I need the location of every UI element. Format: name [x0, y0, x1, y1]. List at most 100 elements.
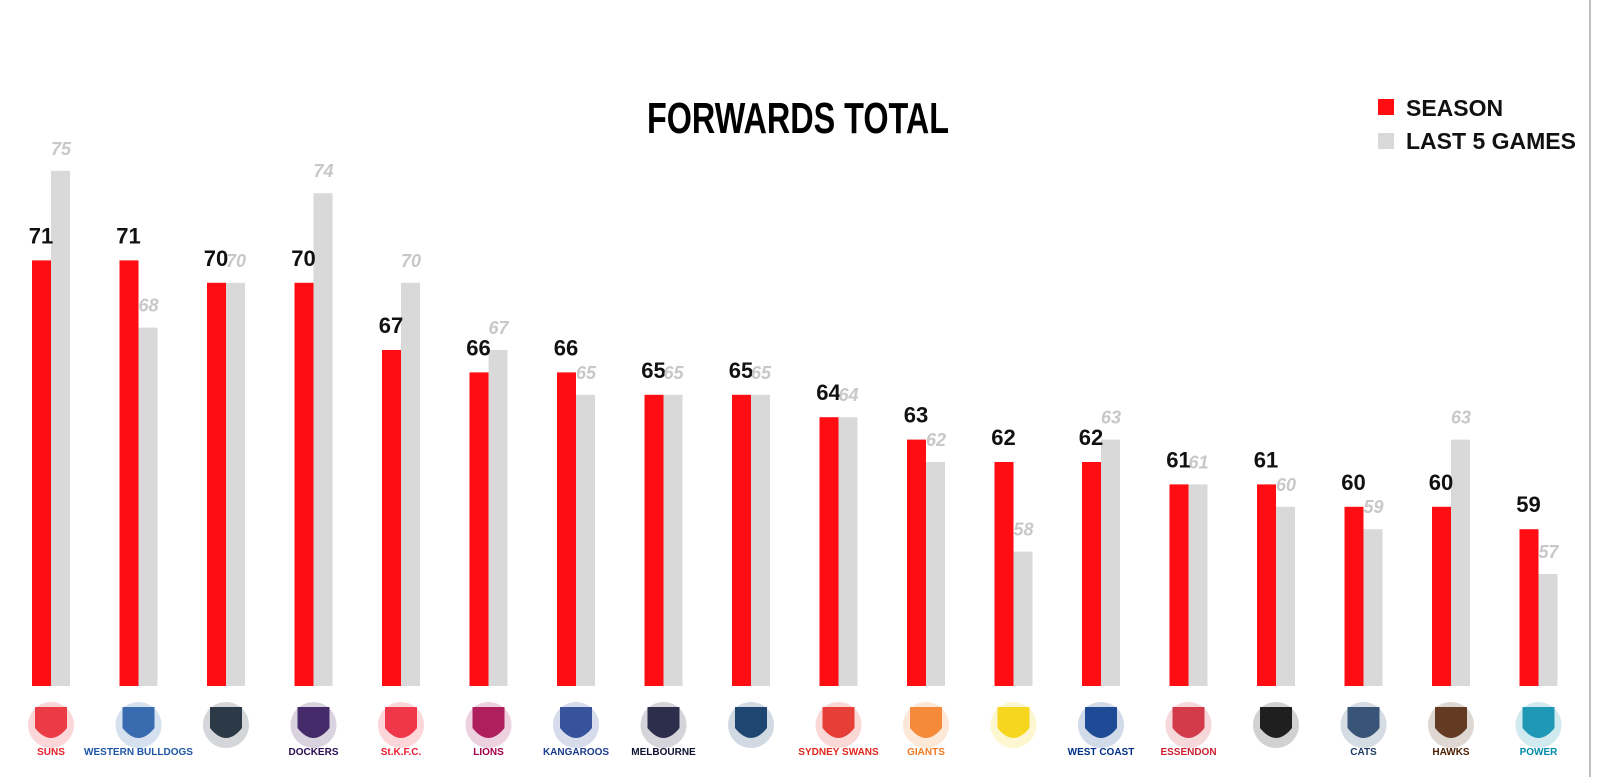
- bar-season-west-coast: [1082, 462, 1101, 686]
- bar-season-gold-coast-suns: [32, 260, 51, 686]
- bar-season-fremantle-dockers: [294, 282, 314, 686]
- label-last5-western-bulldogs: 68: [138, 296, 158, 316]
- bar-last5-adelaide-crows: [751, 394, 770, 686]
- label-last5-port-adelaide-power: 57: [1538, 542, 1559, 562]
- geelong-cats-logo-icon-shield: [1347, 707, 1380, 738]
- hawthorn-hawks-logo-icon-wordmark: HAWKS: [1432, 747, 1470, 758]
- label-last5-west-coast: 63: [1101, 408, 1121, 428]
- chart-title: FORWARDS TOTAL: [647, 94, 949, 143]
- western-bulldogs-logo-icon: WESTERN BULLDOGS: [84, 702, 193, 758]
- geelong-cats-logo-icon: CATS: [1340, 702, 1387, 758]
- west-coast-logo-icon: WEST COAST: [1068, 702, 1134, 758]
- label-season-st-kilda: 67: [379, 313, 403, 338]
- label-last5-essendon: 61: [1188, 452, 1208, 472]
- label-season-port-adelaide-power: 59: [1516, 492, 1540, 517]
- fremantle-dockers-logo-icon-wordmark: DOCKERS: [288, 747, 338, 758]
- label-season-brisbane-lions: 66: [466, 335, 490, 360]
- label-season-richmond: 62: [991, 425, 1015, 450]
- gold-coast-suns-logo-icon-wordmark: SUNS: [37, 747, 65, 758]
- brisbane-lions-logo-icon: LIONS: [465, 702, 512, 758]
- bar-season-collingwood: [1257, 484, 1276, 686]
- bar-last5-west-coast: [1101, 439, 1120, 686]
- fremantle-dockers-logo-icon-shield: [297, 707, 330, 738]
- melbourne-logo-icon: MELBOURNE: [631, 702, 696, 758]
- essendon-logo-icon-wordmark: ESSENDON: [1160, 747, 1216, 758]
- gws-giants-logo-icon-shield: [910, 707, 942, 738]
- bar-season-st-kilda: [382, 350, 401, 686]
- carlton-logo-icon: [203, 702, 249, 748]
- label-last5-collingwood: 60: [1276, 475, 1296, 495]
- essendon-logo-icon: ESSENDON: [1160, 702, 1217, 758]
- bar-last5-kangaroos: [576, 394, 595, 686]
- st-kilda-logo-icon-wordmark: St.K.F.C.: [381, 747, 422, 758]
- gws-giants-logo-icon: GIANTS: [903, 702, 949, 758]
- gws-giants-logo-icon-wordmark: GIANTS: [907, 747, 945, 758]
- bar-last5-collingwood: [1276, 506, 1295, 686]
- carlton-logo-icon-shield: [210, 707, 242, 738]
- sydney-swans-logo-icon-wordmark: SYDNEY SWANS: [798, 747, 879, 758]
- bar-last5-richmond: [1013, 551, 1033, 686]
- label-last5-kangaroos: 65: [576, 363, 597, 383]
- legend-label-last-5-games: LAST 5 GAMES: [1406, 128, 1576, 154]
- bar-last5-sydney-swans: [838, 417, 858, 686]
- melbourne-logo-icon-shield: [647, 707, 680, 738]
- label-last5-st-kilda: 70: [401, 251, 421, 271]
- sydney-swans-logo-icon-shield: [822, 707, 855, 738]
- western-bulldogs-logo-icon-wordmark: WESTERN BULLDOGS: [84, 747, 193, 758]
- legend-swatch-season: [1378, 99, 1394, 115]
- kangaroos-logo-icon-wordmark: KANGAROOS: [543, 747, 609, 758]
- label-season-kangaroos: 66: [554, 335, 578, 360]
- label-season-hawks: 60: [1429, 470, 1453, 495]
- bar-last5-carlton: [226, 282, 245, 686]
- bar-last5-st-kilda: [401, 282, 420, 686]
- fremantle-dockers-logo-icon: DOCKERS: [288, 702, 339, 758]
- bar-last5-essendon: [1188, 484, 1208, 686]
- legend-label-season: SEASON: [1406, 95, 1503, 121]
- label-season-fremantle-dockers: 70: [291, 246, 315, 271]
- bar-last5-gold-coast-suns: [51, 170, 70, 687]
- label-season-gws-giants: 63: [904, 403, 928, 428]
- label-last5-adelaide-crows: 65: [751, 363, 772, 383]
- gold-coast-suns-logo-icon-shield: [35, 707, 67, 738]
- bar-season-western-bulldogs: [119, 260, 139, 686]
- label-season-gold-coast-suns: 71: [29, 223, 53, 248]
- bar-last5-western-bulldogs: [138, 327, 158, 686]
- bar-season-essendon: [1169, 484, 1189, 686]
- label-last5-melbourne: 65: [663, 363, 684, 383]
- bar-season-carlton: [207, 282, 226, 686]
- bars-group: [32, 170, 1558, 687]
- bar-last5-geelong-cats: [1363, 529, 1383, 686]
- melbourne-logo-icon-wordmark: MELBOURNE: [631, 747, 696, 758]
- geelong-cats-logo-icon-wordmark: CATS: [1350, 747, 1377, 758]
- bar-last5-gws-giants: [926, 462, 945, 686]
- label-last5-richmond: 58: [1013, 520, 1033, 540]
- hawthorn-hawks-logo-icon: HAWKS: [1428, 702, 1474, 758]
- bar-last5-hawks: [1451, 439, 1470, 686]
- bar-season-adelaide-crows: [732, 394, 751, 686]
- label-season-essendon: 61: [1166, 447, 1190, 472]
- bar-season-melbourne: [644, 394, 664, 686]
- west-coast-logo-icon-shield: [1085, 707, 1117, 738]
- legend-swatch-last-5-games: [1378, 133, 1394, 149]
- bar-season-port-adelaide-power: [1519, 529, 1539, 686]
- sydney-swans-logo-icon: SYDNEY SWANS: [798, 702, 879, 758]
- st-kilda-logo-icon-shield: [385, 707, 417, 738]
- port-adelaide-power-logo-icon-wordmark: POWER: [1520, 747, 1559, 758]
- western-bulldogs-logo-icon-shield: [122, 707, 155, 738]
- team-logos-row: SUNS WESTERN BULLDOGS DOCKERS St.K.F.C. LION…: [28, 702, 1562, 758]
- label-last5-gold-coast-suns: 75: [51, 139, 72, 159]
- gold-coast-suns-logo-icon: SUNS: [28, 702, 74, 758]
- label-season-collingwood: 61: [1254, 447, 1278, 472]
- brisbane-lions-logo-icon-wordmark: LIONS: [473, 747, 504, 758]
- bar-season-brisbane-lions: [469, 372, 489, 686]
- label-last5-geelong-cats: 59: [1363, 497, 1383, 517]
- brisbane-lions-logo-icon-shield: [472, 707, 505, 738]
- label-season-carlton: 70: [204, 246, 228, 271]
- label-season-west-coast: 62: [1079, 425, 1103, 450]
- bar-season-gws-giants: [907, 439, 926, 686]
- bar-last5-port-adelaide-power: [1538, 574, 1558, 686]
- st-kilda-logo-icon: St.K.F.C.: [378, 702, 424, 758]
